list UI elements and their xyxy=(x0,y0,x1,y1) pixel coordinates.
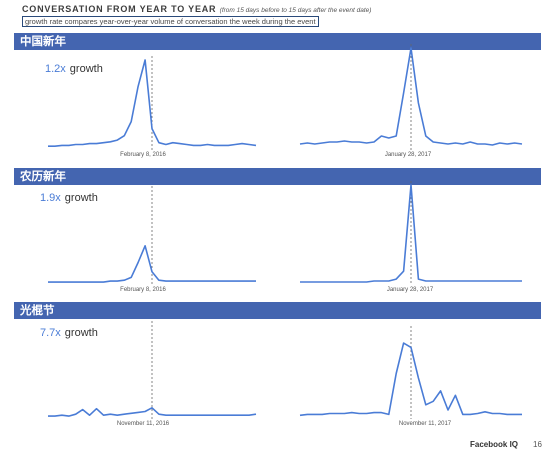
series-line xyxy=(48,59,257,147)
series-line xyxy=(299,47,523,146)
event-date-label: February 8, 2016 xyxy=(120,287,166,293)
series-line xyxy=(48,245,256,283)
growth-multiplier: 7.7x xyxy=(40,327,61,339)
series-line xyxy=(300,184,522,283)
series-line xyxy=(48,406,257,417)
growth-multiplier: 1.9x xyxy=(40,192,61,204)
growth-multiplier: 1.2x xyxy=(45,63,66,75)
page-description: growth rate compares year-over-year volu… xyxy=(22,16,319,27)
event-date-label: November 11, 2016 xyxy=(116,421,170,427)
growth-word: growth xyxy=(64,327,98,339)
page-title-text: CONVERSATION FROM YEAR TO YEAR xyxy=(22,4,217,14)
page-number: 16 xyxy=(533,440,542,449)
page-title-subtitle: (from 15 days before to 15 days after th… xyxy=(219,7,372,14)
series-line xyxy=(299,342,522,417)
event-date-label: January 28, 2017 xyxy=(384,152,432,158)
event-date-label: February 8, 2016 xyxy=(120,152,166,158)
growth-label-chinese-new-year: 1.2x growth xyxy=(45,63,103,75)
event-date-label: November 11, 2017 xyxy=(398,421,452,427)
page-title: CONVERSATION FROM YEAR TO YEAR (from 15 … xyxy=(22,4,371,14)
growth-word: growth xyxy=(69,63,103,75)
growth-word: growth xyxy=(64,192,98,204)
section-band-lunar-new-year: 农历新年 xyxy=(14,168,541,185)
growth-label-singles-day: 7.7x growth xyxy=(40,327,98,339)
growth-label-lunar-new-year: 1.9x growth xyxy=(40,192,98,204)
section-band-singles-day: 光棍节 xyxy=(14,302,541,319)
section-band-chinese-new-year: 中国新年 xyxy=(14,33,541,50)
footer-brand: Facebook IQ xyxy=(470,440,519,449)
event-date-label: January 28, 2017 xyxy=(386,287,434,293)
